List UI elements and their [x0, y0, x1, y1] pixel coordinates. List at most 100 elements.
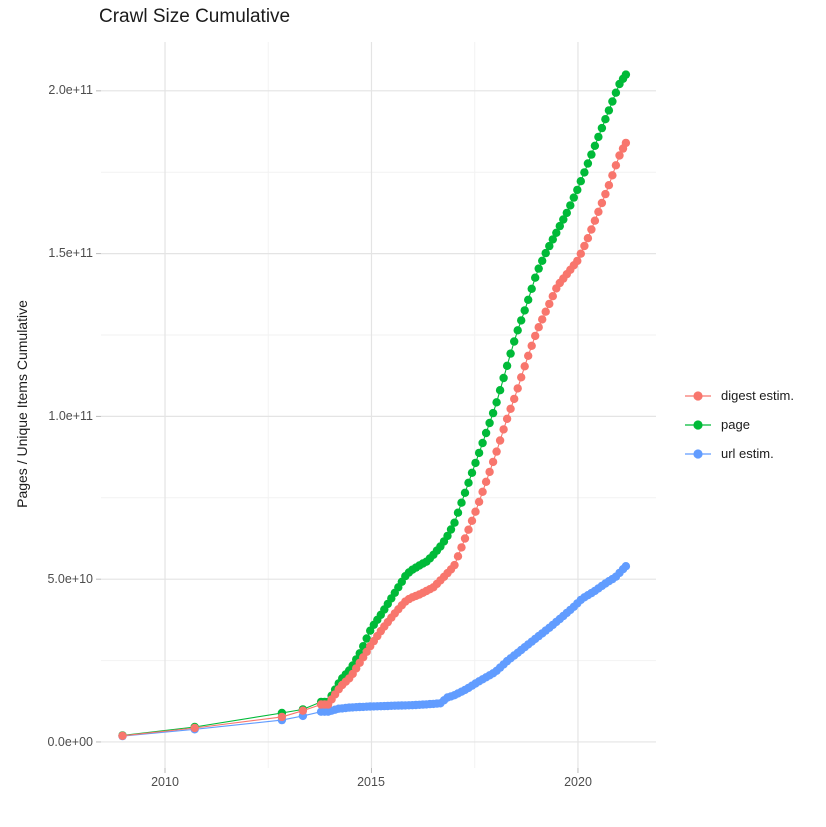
data-point [513, 384, 522, 393]
data-point [615, 151, 624, 160]
legend-key-page-icon [685, 419, 711, 430]
data-point [552, 228, 561, 237]
data-point [277, 712, 287, 722]
data-point [541, 307, 550, 316]
data-point [545, 241, 554, 251]
data-point [506, 349, 515, 358]
data-point [474, 448, 484, 458]
data-point [534, 264, 543, 273]
data-point [601, 189, 610, 199]
data-point [510, 394, 519, 404]
data-point [621, 562, 631, 571]
data-point [541, 248, 550, 258]
data-point [190, 723, 199, 733]
series-line-url-estim- [122, 565, 627, 737]
data-point [524, 351, 533, 360]
legend-key-url-estim-icon [685, 448, 711, 459]
data-point [460, 534, 470, 543]
data-point [492, 398, 501, 407]
y-tick-label: 1.0e+11 [48, 409, 93, 423]
data-point [534, 323, 543, 332]
data-point [531, 331, 540, 341]
data-point [460, 488, 470, 497]
y-tick-label: 1.5e+11 [48, 246, 93, 260]
data-point [548, 235, 557, 244]
y-tick-label: 2.0e+11 [48, 83, 93, 97]
x-tick-label: 2020 [564, 775, 592, 789]
data-point [559, 215, 568, 224]
data-point [446, 525, 456, 534]
data-point [587, 225, 596, 234]
data-point [538, 256, 547, 265]
data-point [569, 193, 578, 202]
data-point [481, 428, 491, 438]
data-point [298, 706, 308, 715]
data-point [467, 468, 477, 477]
data-point [499, 373, 508, 383]
data-point [471, 458, 480, 468]
y-tick-label: 0.0e+00 [47, 735, 93, 749]
data-point [474, 497, 484, 506]
data-point [576, 249, 585, 258]
data-point [485, 467, 494, 477]
data-point [467, 516, 477, 525]
data-point [604, 181, 614, 190]
data-point [118, 731, 127, 740]
data-point [495, 386, 505, 395]
data-point [580, 241, 589, 251]
data-point [611, 88, 621, 97]
data-point [566, 201, 575, 210]
data-point [457, 543, 466, 552]
data-point [510, 337, 519, 346]
data-point [481, 477, 491, 486]
data-point [362, 634, 371, 643]
legend-item-url-estim: url estim. [683, 439, 794, 468]
data-point [502, 361, 512, 370]
data-point [590, 216, 600, 225]
data-point [562, 208, 571, 218]
data-point [573, 256, 582, 266]
x-tick-label: 2015 [357, 775, 385, 789]
data-point [597, 198, 607, 208]
data-point [590, 141, 600, 150]
data-point [471, 507, 480, 516]
data-point [450, 518, 459, 527]
data-point [597, 123, 607, 133]
data-point [604, 106, 614, 115]
data-point [520, 306, 529, 315]
y-axis-title: Pages / Unique Items Cumulative [14, 300, 30, 508]
data-point [538, 315, 547, 324]
data-point [583, 234, 593, 243]
data-point [611, 161, 621, 170]
data-point [621, 70, 631, 79]
x-tick-label: 2010 [151, 775, 179, 789]
data-point [621, 138, 631, 148]
data-point [573, 185, 582, 195]
data-point [492, 447, 501, 456]
data-point [517, 316, 526, 325]
legend: digest estim. page url estim. [683, 381, 794, 468]
data-point [524, 295, 533, 304]
legend-label: page [721, 417, 750, 432]
data-point [531, 273, 540, 282]
data-point [464, 525, 473, 534]
y-tick-label: 5.0e+10 [47, 572, 93, 586]
data-point [594, 207, 603, 216]
data-point [527, 341, 536, 350]
legend-label: url estim. [721, 446, 774, 461]
data-point [488, 457, 498, 467]
data-point [488, 408, 498, 418]
data-point [453, 552, 463, 561]
data-point [506, 404, 515, 413]
data-point [608, 97, 617, 106]
data-point [527, 284, 536, 293]
data-point [495, 436, 505, 445]
data-point [457, 498, 466, 507]
data-point [517, 373, 526, 382]
data-point [464, 478, 473, 487]
legend-key-digest-estim-icon [685, 390, 711, 401]
data-point [499, 425, 508, 434]
data-point [478, 438, 487, 448]
